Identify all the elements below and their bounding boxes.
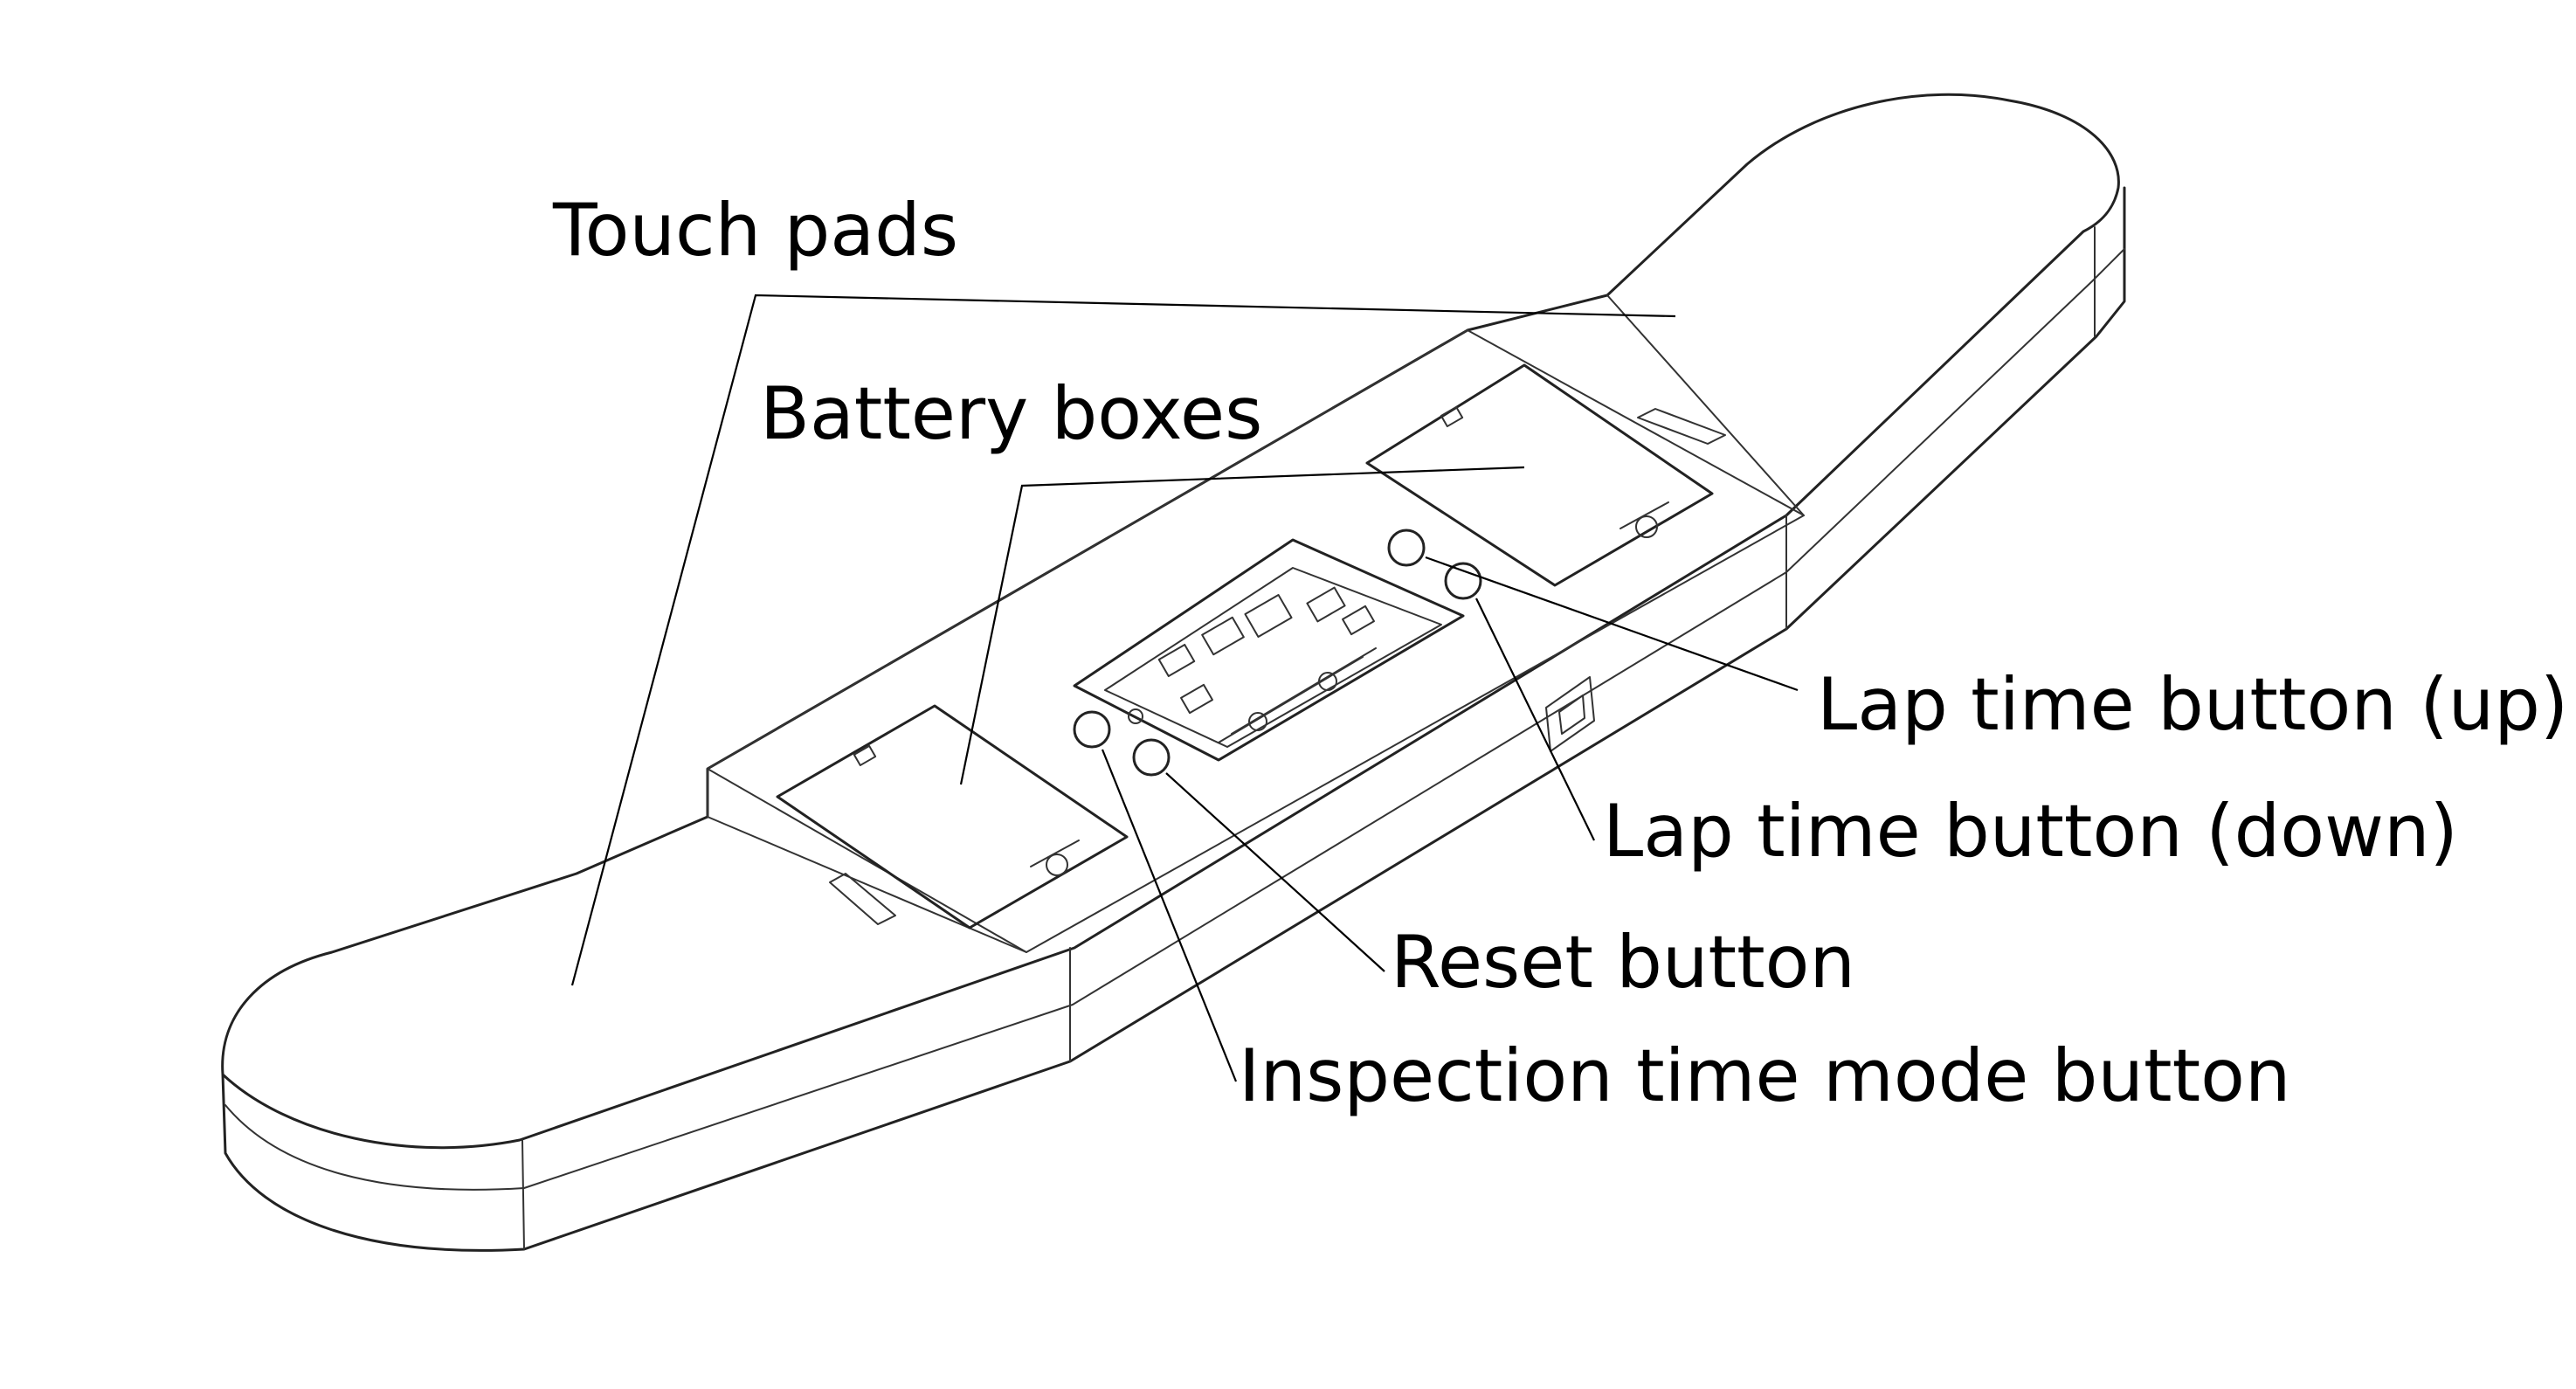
leader-battery-boxes: [959, 466, 1525, 785]
label-inspection-button: Inspection time mode button: [1239, 1033, 2291, 1118]
leader-lap-up: [1425, 556, 1799, 692]
marker-right: [1637, 408, 1726, 445]
button-inspection: [1073, 710, 1111, 749]
center-deck-bevel-left: [707, 768, 1027, 953]
body-seam-left: [521, 1139, 525, 1250]
electronics-compartment: [1073, 538, 1465, 762]
battery-box-right: [1365, 363, 1714, 587]
button-reset: [1132, 738, 1171, 777]
labels: Touch pads Battery boxes Lap time button…: [552, 188, 2568, 1118]
leader-lines: [570, 294, 1799, 1082]
label-lap-time-down: Lap time button (down): [1603, 789, 2458, 874]
battery-box-left: [776, 704, 1129, 929]
label-lap-time-up: Lap time button (up): [1817, 662, 2568, 747]
leader-lap-down: [1475, 598, 1595, 841]
button-lap-down: [1444, 562, 1482, 600]
center-deck-bevel-right: [1606, 294, 1805, 516]
leader-reset: [1165, 772, 1385, 972]
leader-inspection: [1101, 749, 1238, 1082]
body-bottom-edge: [221, 186, 2126, 1252]
side-switch: [1545, 676, 1595, 752]
marker-left: [829, 873, 896, 925]
leader-touch-pads: [570, 294, 1676, 986]
timer-body: [221, 93, 2126, 1252]
body-top-outline: [221, 93, 2120, 1150]
label-reset-button: Reset button: [1391, 920, 1855, 1005]
label-touch-pads: Touch pads: [552, 188, 958, 273]
button-lap-up: [1387, 529, 1426, 567]
label-battery-boxes: Battery boxes: [760, 371, 1262, 456]
